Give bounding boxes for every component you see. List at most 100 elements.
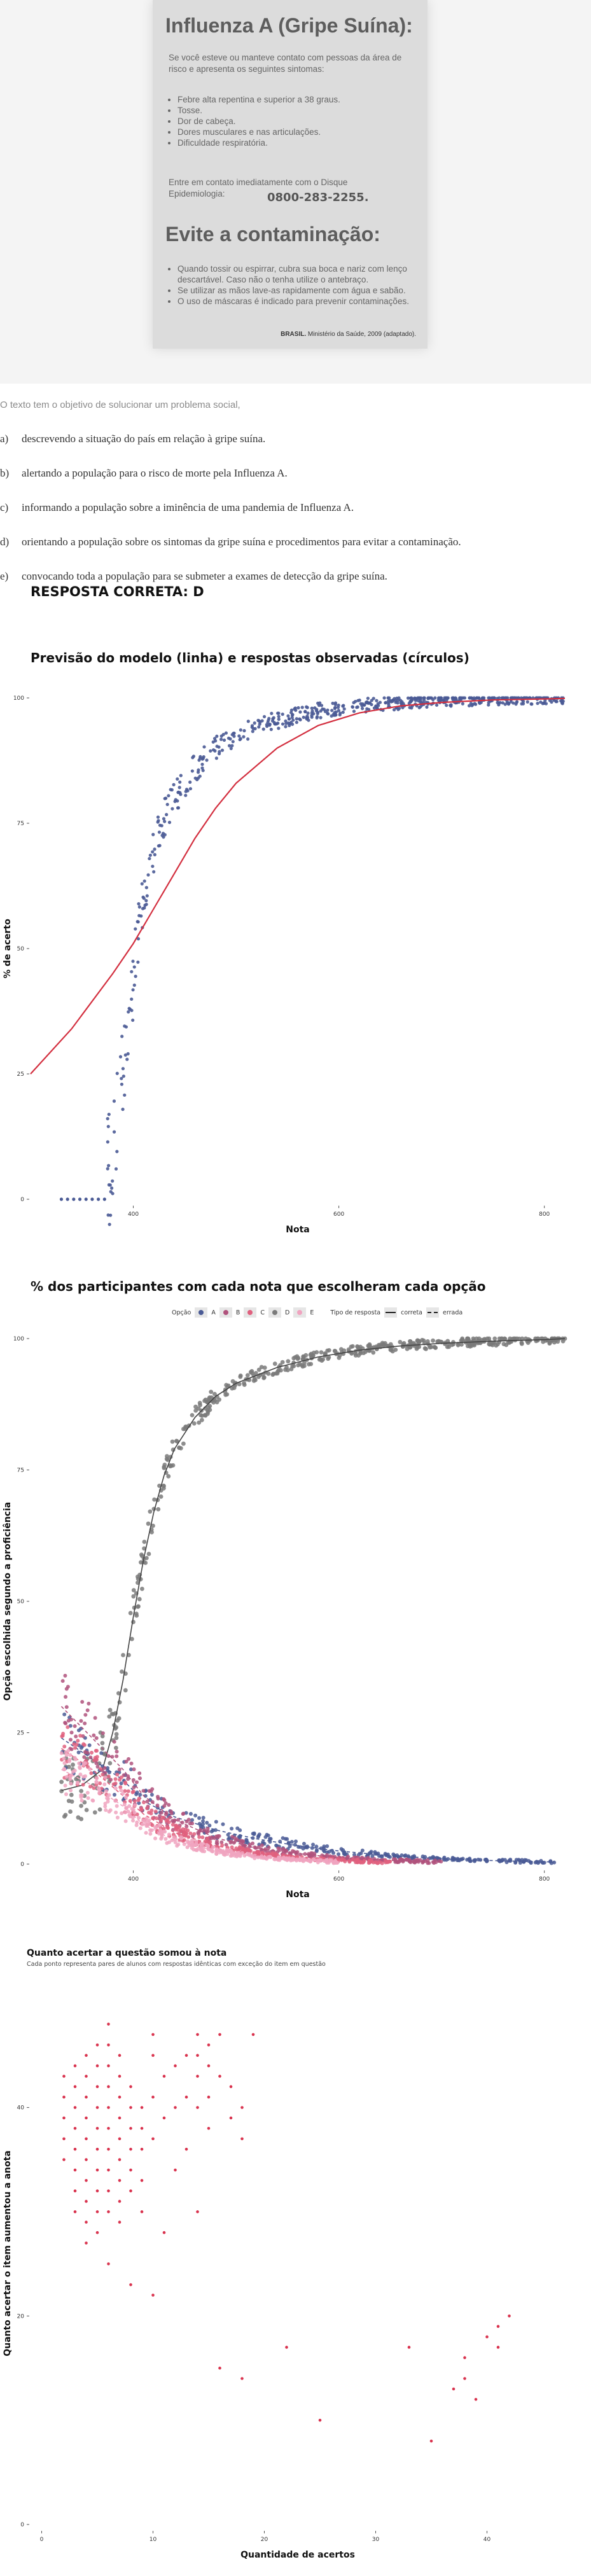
chart3-point — [95, 2210, 99, 2213]
chart2-point-b — [224, 1842, 228, 1847]
chart1-observed-point — [253, 721, 256, 725]
chart2-point-b — [60, 1679, 65, 1683]
chart2-point-b — [115, 1754, 119, 1758]
chart2-point-e — [103, 1775, 108, 1779]
chart2-point-d — [285, 1368, 290, 1373]
chart2-point-d — [270, 1372, 275, 1377]
chart2-point-a — [197, 1821, 202, 1826]
chart2-point-a — [205, 1820, 209, 1825]
chart1-observed-point — [258, 720, 262, 724]
chart1-observed-point — [121, 1108, 125, 1111]
chart1-observed-point — [394, 699, 398, 702]
chart2-point-e — [124, 1806, 129, 1810]
chart2-point-d — [131, 1594, 136, 1599]
chart2-point-d — [63, 1813, 68, 1818]
legend-label-d: D — [285, 1309, 290, 1316]
chart1-observed-point — [162, 817, 166, 821]
chart2-point-a — [134, 1792, 139, 1797]
chart3-point — [151, 2054, 155, 2057]
chart3-point — [129, 2168, 132, 2172]
chart2-point-a — [62, 1712, 67, 1716]
chart2-point-b — [88, 1755, 93, 1760]
chart2-point-d — [474, 1336, 479, 1341]
chart1-observed-point — [342, 707, 346, 711]
chart1-observed-point — [106, 1167, 109, 1171]
chart1-observed-point — [221, 732, 225, 737]
chart3-point — [95, 2168, 99, 2172]
chart1-observed-point — [141, 907, 145, 910]
chart2-point-c — [111, 1782, 116, 1786]
chart2-point-c — [66, 1725, 70, 1729]
chart2-point-d — [249, 1368, 254, 1374]
chart2-point-d — [128, 1611, 133, 1615]
chart1-observed-point — [408, 696, 412, 700]
chart1-observed-point — [452, 696, 455, 700]
chart3-point — [73, 2064, 77, 2068]
chart2-point-e — [78, 1766, 82, 1771]
chart2-point-d — [107, 1714, 112, 1719]
chart3-point — [85, 2158, 88, 2161]
chart2-point-b — [74, 1734, 78, 1739]
chart2-point-e — [286, 1857, 291, 1862]
chart1-observed-point — [131, 988, 135, 992]
chart1-observed-point — [127, 1010, 130, 1014]
chart3-xtick-label: 0 — [40, 2537, 44, 2543]
chart1-observed-point — [274, 722, 277, 726]
chart1-observed-point — [392, 708, 396, 712]
chart1-observed-point — [326, 708, 330, 712]
chart2-point-d — [506, 1340, 511, 1345]
chart2-point-d — [421, 1338, 426, 1343]
chart1-observed-point — [312, 712, 316, 716]
chart2-point-e — [156, 1832, 161, 1836]
chart2-point-e — [199, 1842, 204, 1847]
chart2-point-e — [144, 1822, 148, 1827]
chart1-observed-point — [239, 728, 242, 732]
poster-title: Influenza A (Gripe Suína): — [165, 14, 413, 37]
chart2-point-d — [156, 1507, 161, 1512]
chart3-point — [107, 2189, 110, 2192]
chart1-observed-point — [195, 777, 199, 782]
chart1-observed-point — [246, 737, 250, 741]
chart2-point-b — [64, 1721, 68, 1725]
chart3-point — [95, 2147, 99, 2151]
chart2-point-d — [353, 1353, 358, 1358]
chart1-observed-point — [270, 719, 275, 723]
chart1-observed-point — [151, 850, 155, 854]
chart2-point-e — [190, 1838, 194, 1842]
chart3-point — [95, 2189, 99, 2192]
chart1-observed-point — [232, 731, 236, 735]
chart1-observed-point — [136, 920, 140, 924]
chart1-observed-point — [543, 699, 547, 702]
poster-phone: 0800-283-2255. — [267, 191, 369, 204]
chart1-observed-point — [201, 769, 205, 772]
chart2-point-d — [131, 1588, 136, 1592]
chart2-point-a — [201, 1816, 205, 1820]
chart2-point-d — [326, 1355, 331, 1360]
chart2-point-d — [200, 1413, 205, 1418]
chart1-observed-point — [462, 696, 467, 700]
chart2-point-d — [276, 1368, 281, 1373]
chart3-point — [207, 2095, 211, 2099]
chart2-point-c — [92, 1786, 96, 1790]
chart3-point — [107, 2168, 110, 2172]
chart1-observed-point — [179, 774, 183, 777]
chart2-point-e — [148, 1828, 153, 1832]
symptom-item: Tosse. — [177, 105, 417, 116]
chart2-point-c — [186, 1828, 190, 1833]
chart2-point-e — [126, 1809, 130, 1814]
chart2-point-d — [92, 1810, 97, 1815]
chart1-observed-point — [120, 1076, 123, 1080]
chart2-point-d — [349, 1351, 354, 1356]
chart2-point-a — [288, 1844, 292, 1848]
chart2-point-c — [145, 1806, 149, 1811]
chart1-observed-point — [313, 706, 317, 710]
chart1-ytick-label: 50 — [17, 946, 25, 952]
chart3-point — [174, 2064, 177, 2068]
chart2-point-b — [276, 1846, 281, 1851]
chart2-point-d — [337, 1355, 342, 1360]
chart1-observed-point — [330, 709, 334, 713]
chart1-observed-point — [251, 730, 254, 734]
chart1-observed-point — [163, 819, 167, 823]
chart1-observed-point — [461, 702, 464, 706]
chart1-observed-point — [336, 706, 340, 709]
